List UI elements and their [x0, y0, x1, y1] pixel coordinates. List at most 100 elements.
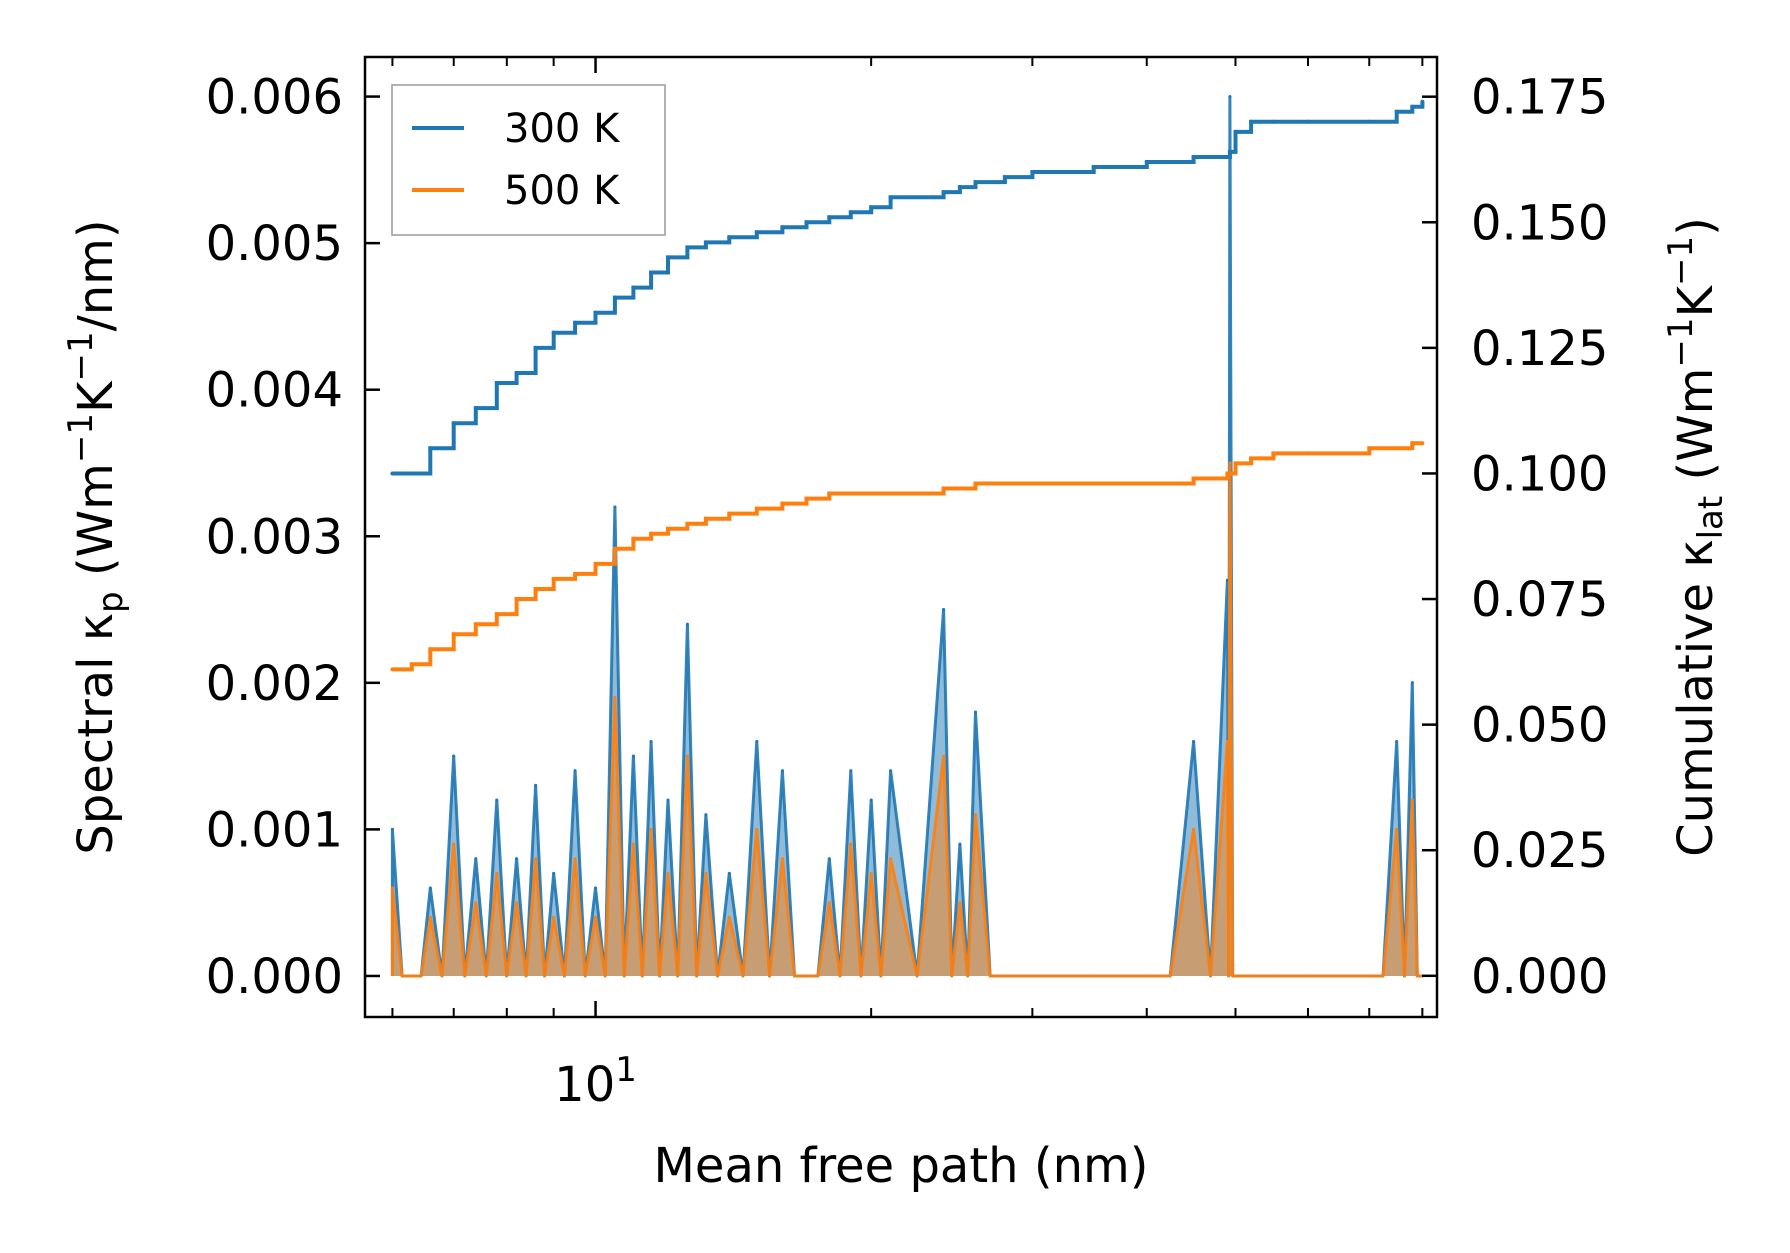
spectral-point-500k [534, 857, 538, 861]
spectral-point-500k [666, 871, 670, 875]
spectral-point-500k [594, 915, 597, 919]
spectral-point-500k [1092, 974, 1096, 978]
right-y-tick-label: 0.075 [1471, 572, 1608, 628]
spectral-point-300k [942, 608, 946, 611]
cumulative-point-500k [390, 667, 395, 672]
spectral-point-300k [649, 740, 653, 743]
cumulative-point-500k [649, 531, 654, 536]
cumulative-point-300k [1091, 165, 1096, 169]
spectral-point-300k [685, 622, 689, 626]
spectral-point-500k [1030, 974, 1034, 978]
right-y-tick-label: 0.050 [1471, 698, 1608, 754]
spectral-point-500k [649, 827, 653, 831]
cumulative-point-500k [1249, 456, 1254, 461]
x-tick-label: 101 [554, 1050, 637, 1113]
spectral-point-300k [594, 886, 597, 890]
cumulative-point-500k [428, 647, 433, 652]
cumulative-point-300k [941, 190, 946, 195]
spectral-point-300k [1192, 740, 1196, 743]
cumulative-point-300k [390, 471, 395, 476]
spectral-point-500k [727, 915, 731, 919]
legend-box [391, 84, 666, 236]
spectral-point-500k [780, 857, 784, 861]
spectral-point-300k [613, 505, 617, 509]
cumulative-point-500k [593, 561, 598, 566]
spectral-point-500k [869, 871, 873, 875]
spectral-point-500k [1228, 461, 1232, 465]
cumulative-point-300k [1233, 129, 1238, 134]
cumulative-point-500k [1227, 471, 1232, 476]
spectral-point-500k [474, 901, 478, 905]
cumulative-point-300k [1394, 109, 1399, 114]
cumulative-point-300k [1144, 160, 1149, 164]
spectral-point-500k [631, 842, 635, 846]
spectral-point-300k [452, 754, 456, 758]
spectral-point-500k [1145, 974, 1149, 978]
spectral-point-500k [573, 857, 577, 861]
spectral-point-500k [1410, 798, 1414, 802]
plot-clip-group [390, 95, 1425, 978]
axis-labels: Mean free path (nm) Spectral κp (Wm−1K−1/… [61, 217, 1731, 1194]
cumulative-point-500k [533, 587, 538, 591]
spectral-point-300k [428, 886, 432, 890]
spectral-point-500k [849, 842, 853, 846]
right-y-tick-label: 0.100 [1471, 446, 1608, 502]
spectral-point-300k [827, 857, 831, 861]
cumulative-point-300k [428, 446, 433, 451]
spectral-point-500k [827, 901, 831, 905]
spectral-point-300k [390, 827, 394, 831]
cumulative-point-500k [780, 501, 785, 506]
cumulative-point-500k [666, 526, 670, 531]
cumulative-point-500k [941, 486, 946, 491]
cumulative-point-300k [1367, 119, 1372, 124]
spectral-point-500k [515, 901, 519, 905]
cumulative-point-300k [494, 381, 499, 385]
spectral-point-300k [552, 871, 556, 875]
right-y-tick-label: 0.125 [1471, 321, 1608, 377]
cumulative-point-500k [473, 622, 478, 627]
cumulative-point-300k [631, 285, 636, 290]
right-y-axis-label: Cumulative κlat (Wm−1K−1) [1661, 217, 1731, 857]
spectral-point-300k [849, 769, 853, 773]
cumulative-point-300k [409, 471, 414, 476]
cumulative-point-300k [1225, 155, 1230, 159]
cumulative-point-300k [514, 371, 519, 375]
spectral-fill-500k [392, 463, 1423, 976]
spectral-point-300k [1410, 681, 1414, 685]
spectral-point-500k [613, 696, 617, 699]
spectral-point-500k [452, 842, 456, 846]
plot-area [390, 95, 1425, 978]
spectral-point-300k [727, 871, 731, 875]
left-y-tick-label: 0.005 [206, 216, 343, 272]
spectral-point-500k [390, 886, 394, 890]
right-y-tick-label: 0.150 [1471, 195, 1608, 251]
right-y-tick-label: 0.025 [1471, 823, 1608, 879]
spectral-point-300k [958, 842, 962, 846]
cumulative-point-500k [685, 521, 690, 526]
spectral-point-500k [704, 871, 708, 875]
spectral-point-500k [410, 974, 414, 978]
spectral-point-500k [1367, 974, 1371, 978]
spectral-point-300k [495, 798, 499, 802]
cumulative-point-300k [685, 245, 690, 250]
cumulative-point-500k [827, 491, 832, 496]
spectral-point-300k [631, 754, 635, 758]
left-y-axis-label: Spectral κp (Wm−1K−1/nm) [61, 219, 131, 854]
cumulative-point-500k [888, 491, 893, 496]
cumulative-point-300k [1030, 170, 1035, 174]
cumulative-point-300k [451, 421, 456, 426]
cumulative-point-500k [514, 597, 519, 601]
spectral-point-500k [1192, 827, 1196, 831]
cumulative-point-500k [848, 491, 853, 496]
cumulative-point-500k [1191, 476, 1196, 481]
cumulative-point-300k [703, 240, 708, 245]
spectral-point-500k [889, 857, 893, 861]
spectral-point-300k [704, 813, 708, 817]
spectral-point-300k [755, 740, 759, 743]
cumulative-point-500k [451, 632, 456, 637]
spectral-point-500k [1395, 827, 1399, 831]
cumulative-point-300k [1002, 175, 1007, 180]
spectral-point-500k [755, 827, 759, 831]
cumulative-point-500k [1306, 451, 1310, 456]
